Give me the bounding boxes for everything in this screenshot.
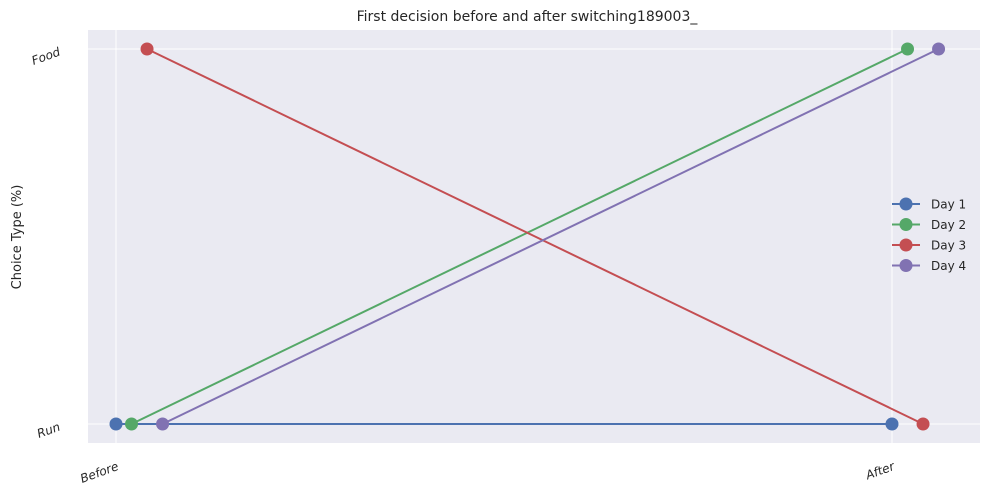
- series-line-day-2: [131, 48, 908, 425]
- y-axis-label: Choice Type (%): [10, 185, 25, 290]
- legend-marker-day-3: [899, 238, 913, 252]
- series-lines: [116, 48, 939, 425]
- legend: Day 1 Day 2 Day 3 Day 4: [892, 197, 966, 273]
- legend-marker-day-2: [899, 218, 913, 231]
- y-tick-label: Food: [30, 45, 63, 68]
- data-point-day-2: [125, 417, 139, 431]
- chart-title: First decision before and after switchin…: [357, 9, 699, 25]
- series-points: [109, 42, 946, 431]
- legend-label-day-1: Day 1: [931, 198, 966, 212]
- legend-label-day-3: Day 3: [931, 239, 966, 253]
- legend-label-day-2: Day 2: [931, 218, 966, 232]
- data-point-day-4: [932, 42, 946, 56]
- series-line-day-4: [162, 48, 939, 425]
- series-line-day-3: [146, 48, 924, 425]
- data-point-day-3: [916, 417, 930, 431]
- legend-label-day-4: Day 4: [931, 259, 966, 273]
- y-tick-label: Run: [35, 420, 62, 441]
- data-point-day-1: [109, 417, 123, 431]
- data-point-day-3: [140, 42, 154, 56]
- legend-marker-day-4: [899, 259, 913, 272]
- data-point-day-4: [156, 417, 170, 431]
- x-tick-label: Before: [78, 459, 120, 486]
- data-point-day-1: [885, 417, 899, 431]
- data-point-day-2: [901, 42, 915, 56]
- x-tick-label: After: [863, 459, 897, 483]
- legend-marker-day-1: [899, 197, 913, 211]
